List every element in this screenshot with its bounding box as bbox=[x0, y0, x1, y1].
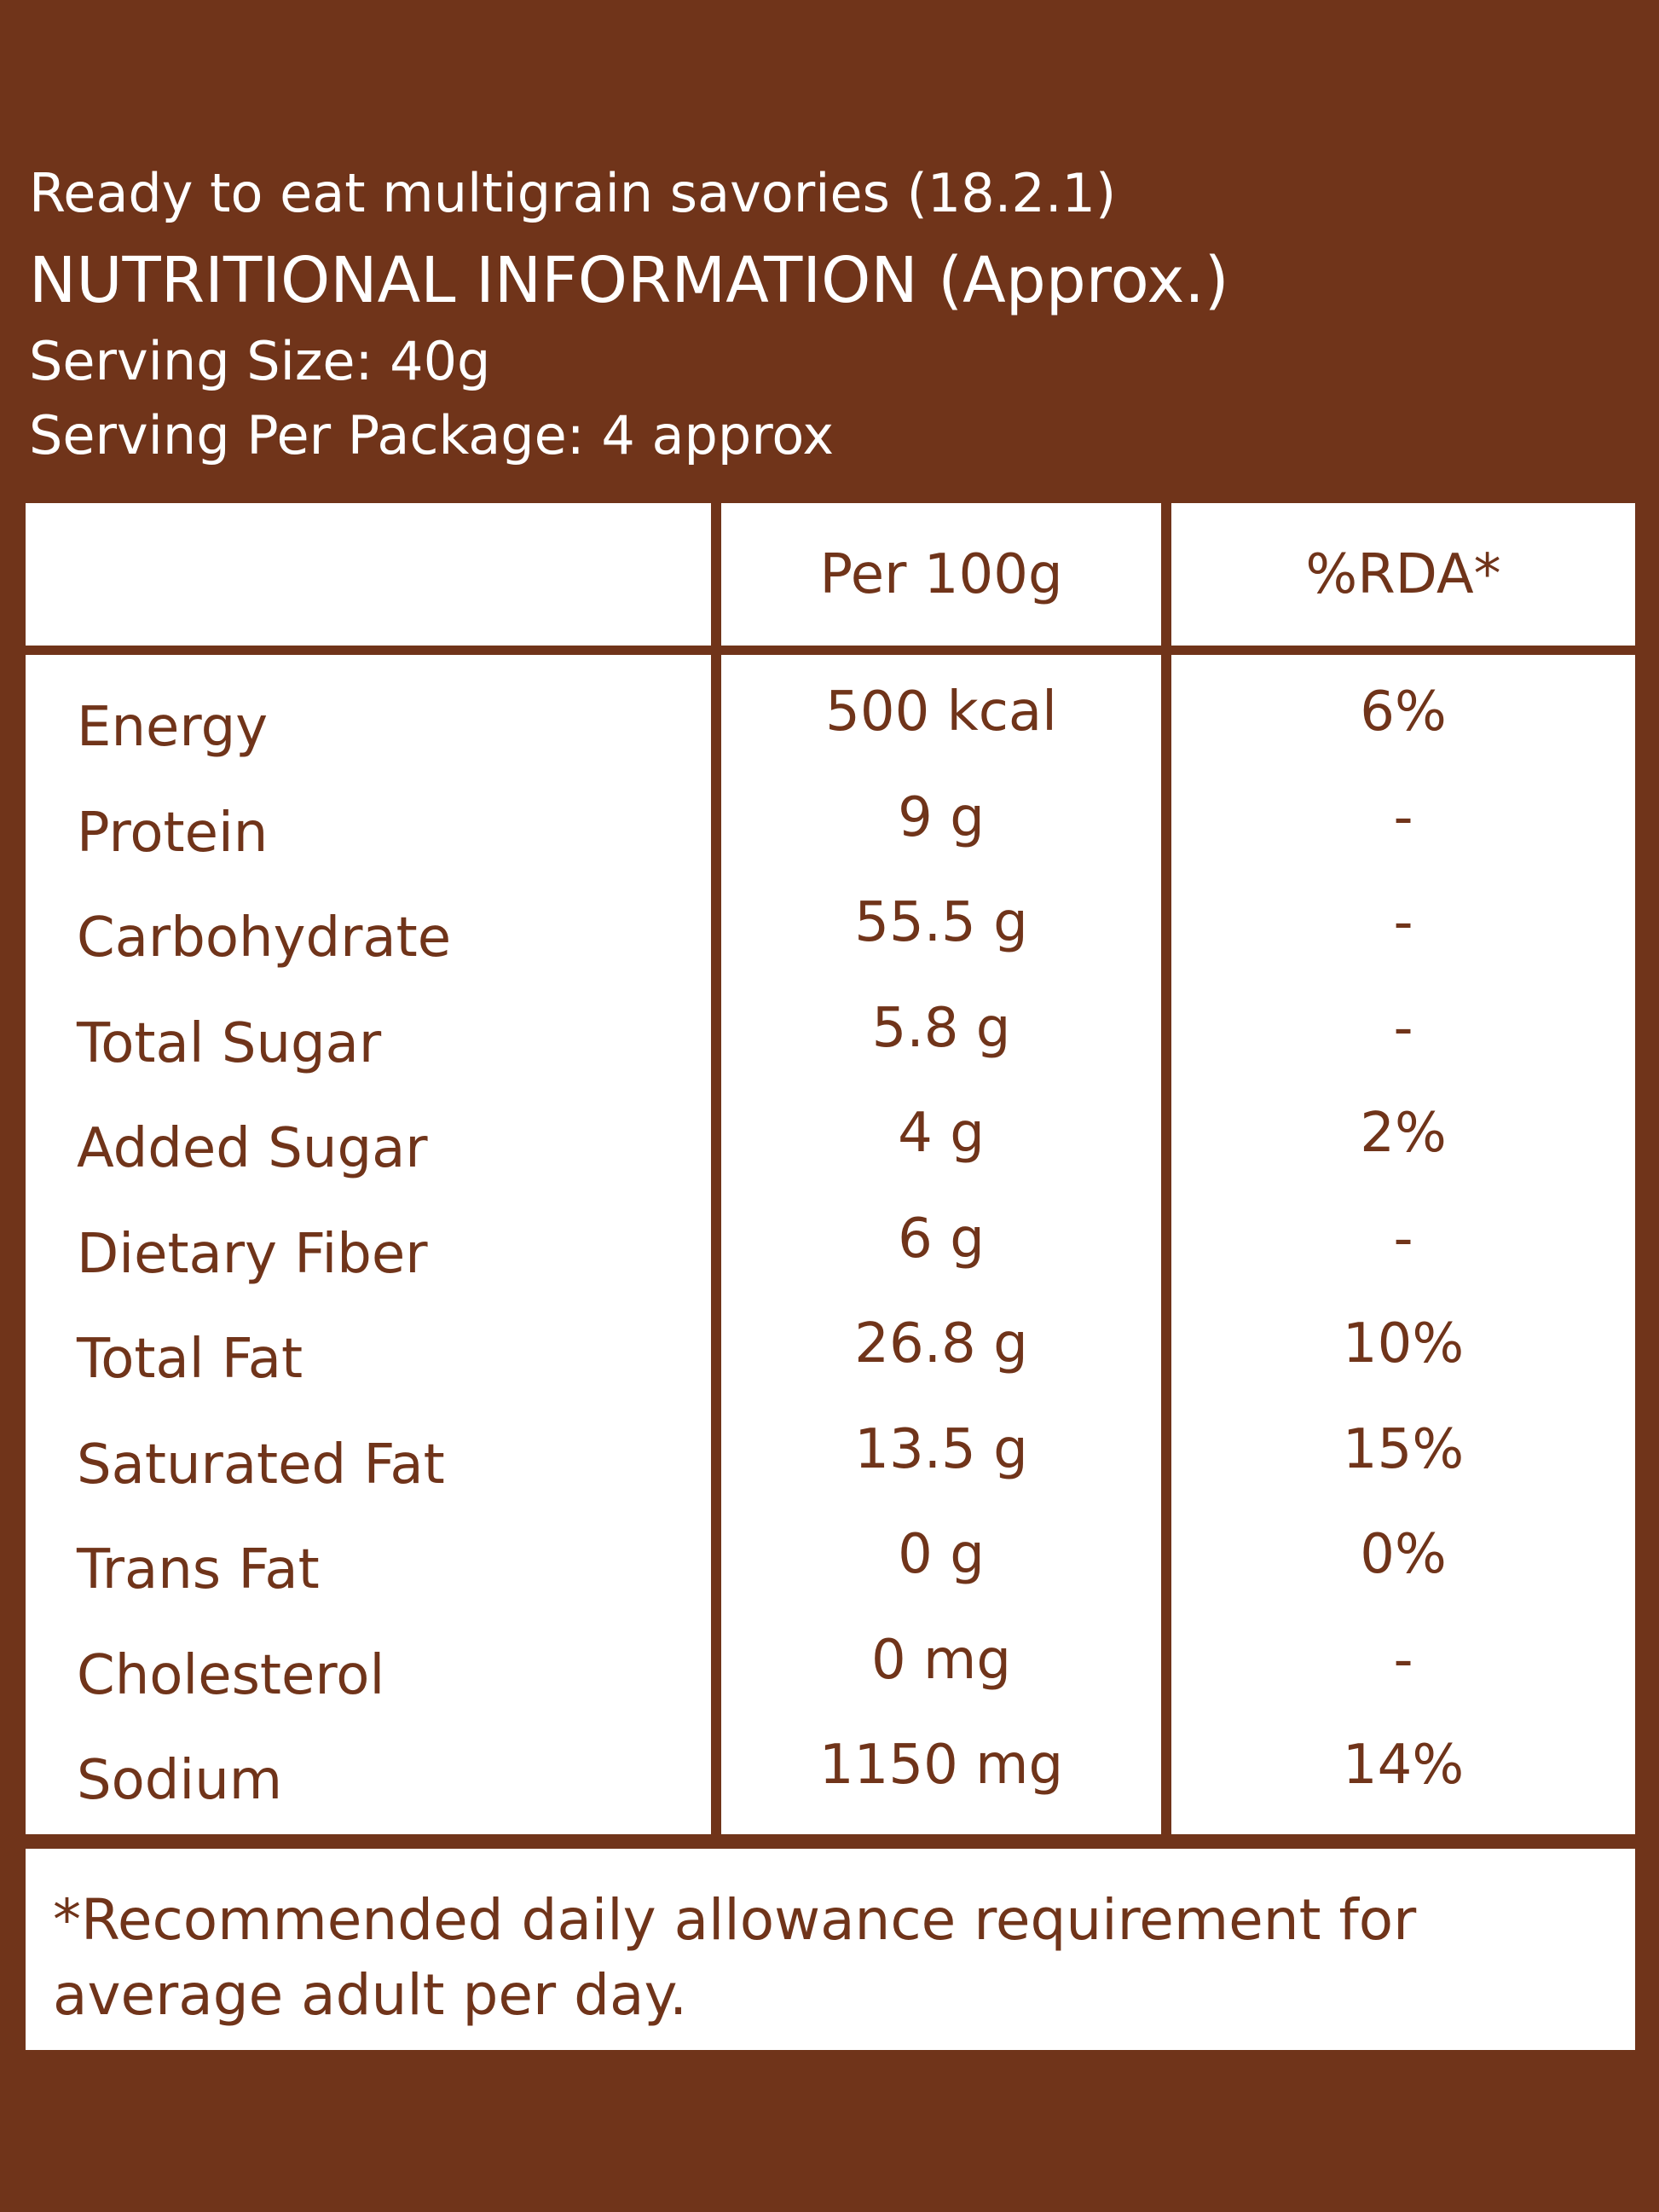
nutrient-name: Protein bbox=[77, 802, 269, 865]
serving-per-package: Serving Per Package: 4 approx bbox=[29, 404, 835, 466]
nutrient-rda: 10% bbox=[1342, 1312, 1465, 1375]
nutrient-rda: - bbox=[1393, 891, 1413, 954]
table-row: Added Sugar 4 g 2% bbox=[26, 1102, 1635, 1187]
table-row: Total Fat 26.8 g 10% bbox=[26, 1312, 1635, 1398]
nutrient-amount: 26.8 g bbox=[854, 1312, 1028, 1375]
table-row: Sodium 1150 mg 14% bbox=[26, 1734, 1635, 1819]
nutrient-name: Added Sugar bbox=[77, 1117, 428, 1180]
footnote: *Recommended daily allowance requirement… bbox=[53, 1887, 1417, 2028]
nutrient-amount: 6 g bbox=[898, 1207, 985, 1271]
table-row: Dietary Fiber 6 g - bbox=[26, 1207, 1635, 1293]
nutrient-name: Carbohydrate bbox=[77, 906, 452, 970]
nutrient-amount: 0 mg bbox=[870, 1629, 1012, 1692]
table-row: Energy 500 kcal 6% bbox=[26, 680, 1635, 766]
nutrient-rda: 2% bbox=[1360, 1102, 1447, 1165]
nutrient-amount: 4 g bbox=[898, 1102, 985, 1165]
nutrient-rda: - bbox=[1393, 1207, 1413, 1271]
nutrient-amount: 13.5 g bbox=[854, 1418, 1028, 1481]
nutrient-amount: 1150 mg bbox=[818, 1734, 1064, 1797]
table-row: Cholesterol 0 mg - bbox=[26, 1629, 1635, 1714]
column-header-per100g: Per 100g bbox=[819, 542, 1063, 606]
nutrient-rda: - bbox=[1393, 1629, 1413, 1692]
nutrient-amount: 55.5 g bbox=[854, 891, 1028, 954]
nutrition-table: Per 100g %RDA* Energy 500 kcal 6% Protein 9 … bbox=[26, 503, 1635, 1842]
nutrient-amount: 0 g bbox=[898, 1523, 985, 1586]
table-row: Protein 9 g - bbox=[26, 786, 1635, 871]
nutrition-title: NUTRITIONAL INFORMATION (Approx.) bbox=[29, 244, 1229, 317]
nutrient-rda: - bbox=[1393, 997, 1413, 1060]
body-cell-nutrient bbox=[26, 655, 711, 1834]
nutrient-rda: 15% bbox=[1342, 1418, 1465, 1481]
header-cell-nutrient bbox=[26, 503, 711, 646]
table-row: Trans Fat 0 g 0% bbox=[26, 1523, 1635, 1608]
footnote-panel: *Recommended daily allowance requirement… bbox=[26, 1849, 1635, 2050]
nutrient-amount: 9 g bbox=[898, 786, 985, 849]
nutrient-name: Total Fat bbox=[77, 1328, 303, 1391]
table-row: Carbohydrate 55.5 g - bbox=[26, 891, 1635, 976]
body-cell-per100g bbox=[721, 655, 1161, 1834]
nutrient-name: Sodium bbox=[77, 1749, 283, 1812]
nutrient-name: Dietary Fiber bbox=[77, 1223, 428, 1286]
nutrient-name: Saturated Fat bbox=[77, 1433, 445, 1497]
nutrient-name: Trans Fat bbox=[77, 1538, 320, 1601]
nutrient-rda: - bbox=[1393, 786, 1413, 849]
product-name: Ready to eat multigrain savories (18.2.1… bbox=[29, 162, 1117, 224]
table-row: Total Sugar 5.8 g - bbox=[26, 997, 1635, 1082]
header-cell-per100g bbox=[721, 503, 1161, 646]
nutrient-amount: 500 kcal bbox=[825, 680, 1057, 744]
nutrient-name: Cholesterol bbox=[77, 1644, 385, 1707]
nutrient-amount: 5.8 g bbox=[871, 997, 1011, 1060]
nutrient-rda: 14% bbox=[1342, 1734, 1465, 1797]
table-row: Saturated Fat 13.5 g 15% bbox=[26, 1418, 1635, 1503]
nutrient-name: Energy bbox=[77, 696, 269, 759]
nutrient-name: Total Sugar bbox=[77, 1012, 382, 1075]
nutrient-rda: 6% bbox=[1360, 680, 1447, 744]
nutrient-rda: 0% bbox=[1360, 1523, 1447, 1586]
column-header-rda: %RDA* bbox=[1305, 542, 1501, 606]
serving-size: Serving Size: 40g bbox=[29, 330, 491, 392]
body-cell-rda bbox=[1171, 655, 1635, 1834]
header-cell-rda bbox=[1171, 503, 1635, 646]
